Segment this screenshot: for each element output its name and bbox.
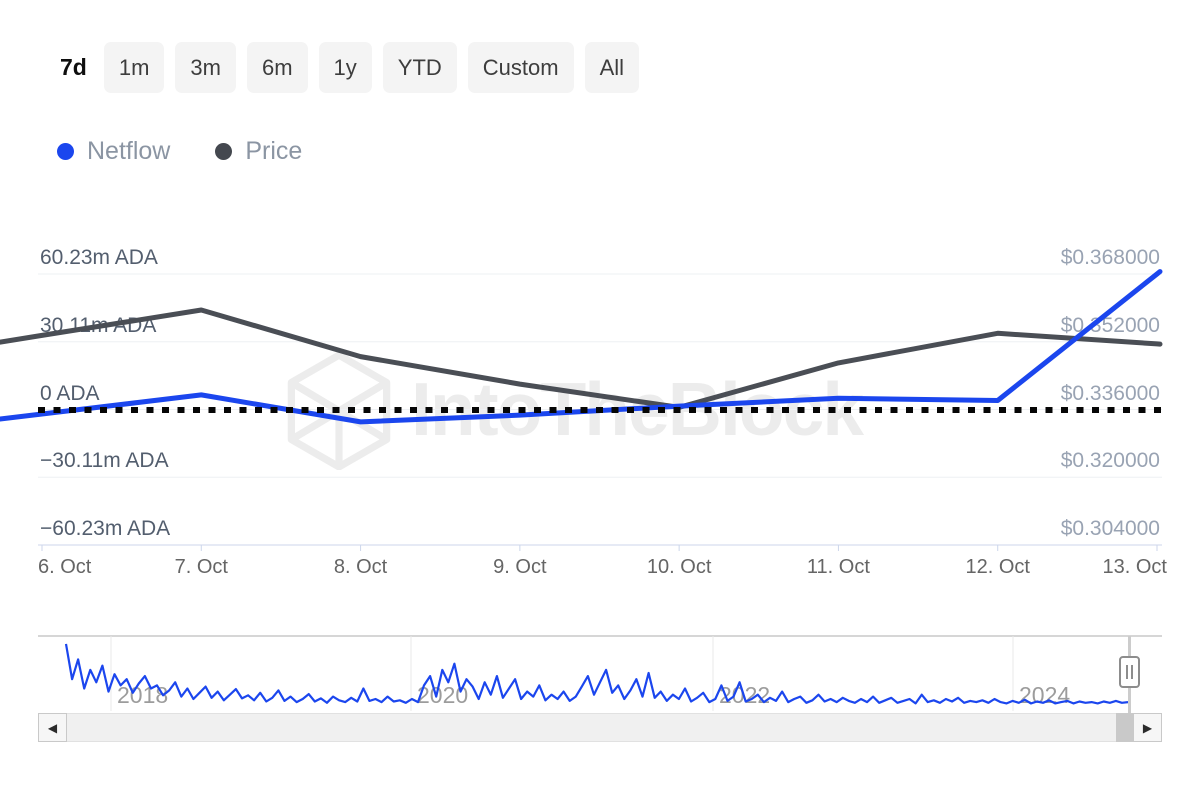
handle-grip-icon bbox=[1126, 665, 1128, 679]
x-axis-label: 9. Oct bbox=[493, 556, 547, 578]
scrollbar-right-button[interactable]: ▶ bbox=[1133, 713, 1162, 742]
timeframe-button-1y[interactable]: 1y bbox=[318, 42, 372, 93]
legend-item-netflow[interactable]: Netflow bbox=[57, 137, 170, 166]
timeframe-button-all[interactable]: All bbox=[584, 42, 640, 93]
timeframe-button-7d[interactable]: 7d bbox=[60, 54, 87, 80]
scrollbar[interactable]: ◀ ▶ bbox=[38, 713, 1162, 742]
scrollbar-left-button[interactable]: ◀ bbox=[38, 713, 67, 742]
y-axis-left-label: 0 ADA bbox=[40, 381, 100, 405]
price-line bbox=[0, 307, 1163, 410]
timeframe-button-custom[interactable]: Custom bbox=[467, 42, 574, 93]
y-axis-left-label: 60.23m ADA bbox=[40, 246, 158, 269]
y-axis-right-label: $0.320000 bbox=[1060, 449, 1160, 473]
legend-label: Price bbox=[245, 137, 303, 165]
y-axis-right-label: $0.368000 bbox=[1060, 246, 1160, 269]
y-axis-right-label: $0.336000 bbox=[1060, 381, 1160, 405]
x-axis-label: 8. Oct bbox=[333, 556, 388, 578]
x-axis-label: 11. Oct bbox=[806, 556, 870, 578]
navigator-handle[interactable] bbox=[1119, 656, 1140, 688]
navigator-year-label: 2024 bbox=[1019, 682, 1071, 708]
legend-dot-icon bbox=[215, 143, 233, 160]
scrollbar-thumb[interactable] bbox=[1116, 713, 1133, 742]
handle-grip-icon bbox=[1131, 665, 1133, 679]
navigator-year-label: 2018 bbox=[117, 682, 169, 708]
netflow-line bbox=[0, 269, 1163, 425]
timeframe-button-ytd[interactable]: YTD bbox=[382, 42, 457, 93]
x-axis-label: 7. Oct bbox=[174, 556, 228, 578]
timeframe-button-3m[interactable]: 3m bbox=[175, 42, 236, 93]
x-axis-label: 6. Oct bbox=[38, 556, 92, 578]
legend-label: Netflow bbox=[87, 137, 171, 165]
legend: Netflow Price bbox=[57, 137, 302, 166]
legend-item-price[interactable]: Price bbox=[215, 137, 302, 166]
navigator-sparkline bbox=[64, 643, 1129, 705]
timeframe-button-1m[interactable]: 1m bbox=[103, 42, 165, 93]
legend-dot-icon bbox=[57, 143, 74, 160]
y-axis-left-label: −30.11m ADA bbox=[40, 449, 169, 473]
x-axis-label: 13. Oct bbox=[1102, 556, 1167, 578]
timeframe-button-6m[interactable]: 6m bbox=[246, 42, 308, 93]
x-axis-label: 12. Oct bbox=[965, 556, 1030, 578]
y-axis-left-label: −60.23m ADA bbox=[40, 517, 171, 540]
timeframe-toolbar: 7d 1m 3m 6m 1y YTD Custom All bbox=[60, 42, 640, 93]
x-axis-label: 10. Oct bbox=[646, 556, 712, 578]
y-axis-right-label: $0.304000 bbox=[1060, 517, 1160, 540]
